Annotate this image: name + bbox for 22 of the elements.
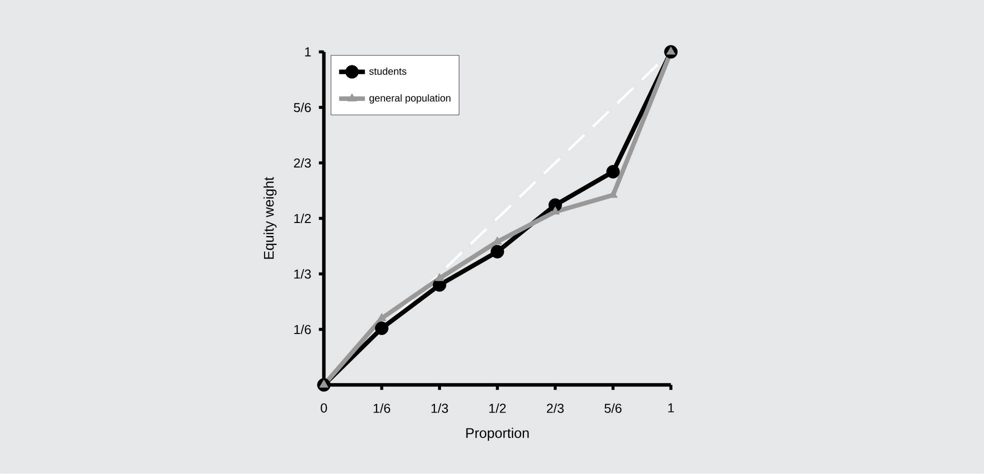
y-tick-label: 1 bbox=[305, 48, 311, 56]
x-axis-title: Proportion bbox=[466, 428, 529, 441]
x-tick-label: 1/6 bbox=[374, 404, 390, 414]
x-tick-label: 1 bbox=[668, 404, 674, 412]
point bbox=[434, 273, 444, 282]
y-tick-label: 5/6 bbox=[294, 102, 311, 112]
x-tick-label: 2/3 bbox=[546, 404, 564, 414]
point bbox=[490, 245, 504, 259]
x-tick-label: 1/3 bbox=[432, 404, 448, 414]
point bbox=[606, 165, 620, 179]
y-tick-label: 1/2 bbox=[294, 214, 311, 224]
x-tick-label: 5/6 bbox=[604, 404, 622, 414]
y-tick-label: 2/3 bbox=[294, 158, 311, 168]
legend-label: students bbox=[369, 68, 406, 75]
y-tick-label: 1/3 bbox=[294, 269, 311, 279]
point bbox=[377, 313, 386, 322]
y-tick-label: 1/6 bbox=[294, 324, 311, 334]
x-tick-label: 0 bbox=[320, 404, 327, 413]
legend-label: general population bbox=[369, 94, 450, 104]
point bbox=[374, 322, 388, 336]
x-tick-label: 1/2 bbox=[489, 404, 506, 414]
y-axis-title: Equity weight bbox=[264, 177, 277, 259]
